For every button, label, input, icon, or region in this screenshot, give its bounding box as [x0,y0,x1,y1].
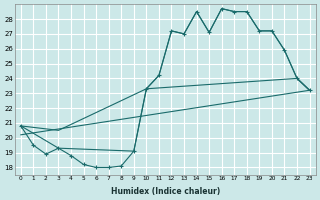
X-axis label: Humidex (Indice chaleur): Humidex (Indice chaleur) [111,187,220,196]
